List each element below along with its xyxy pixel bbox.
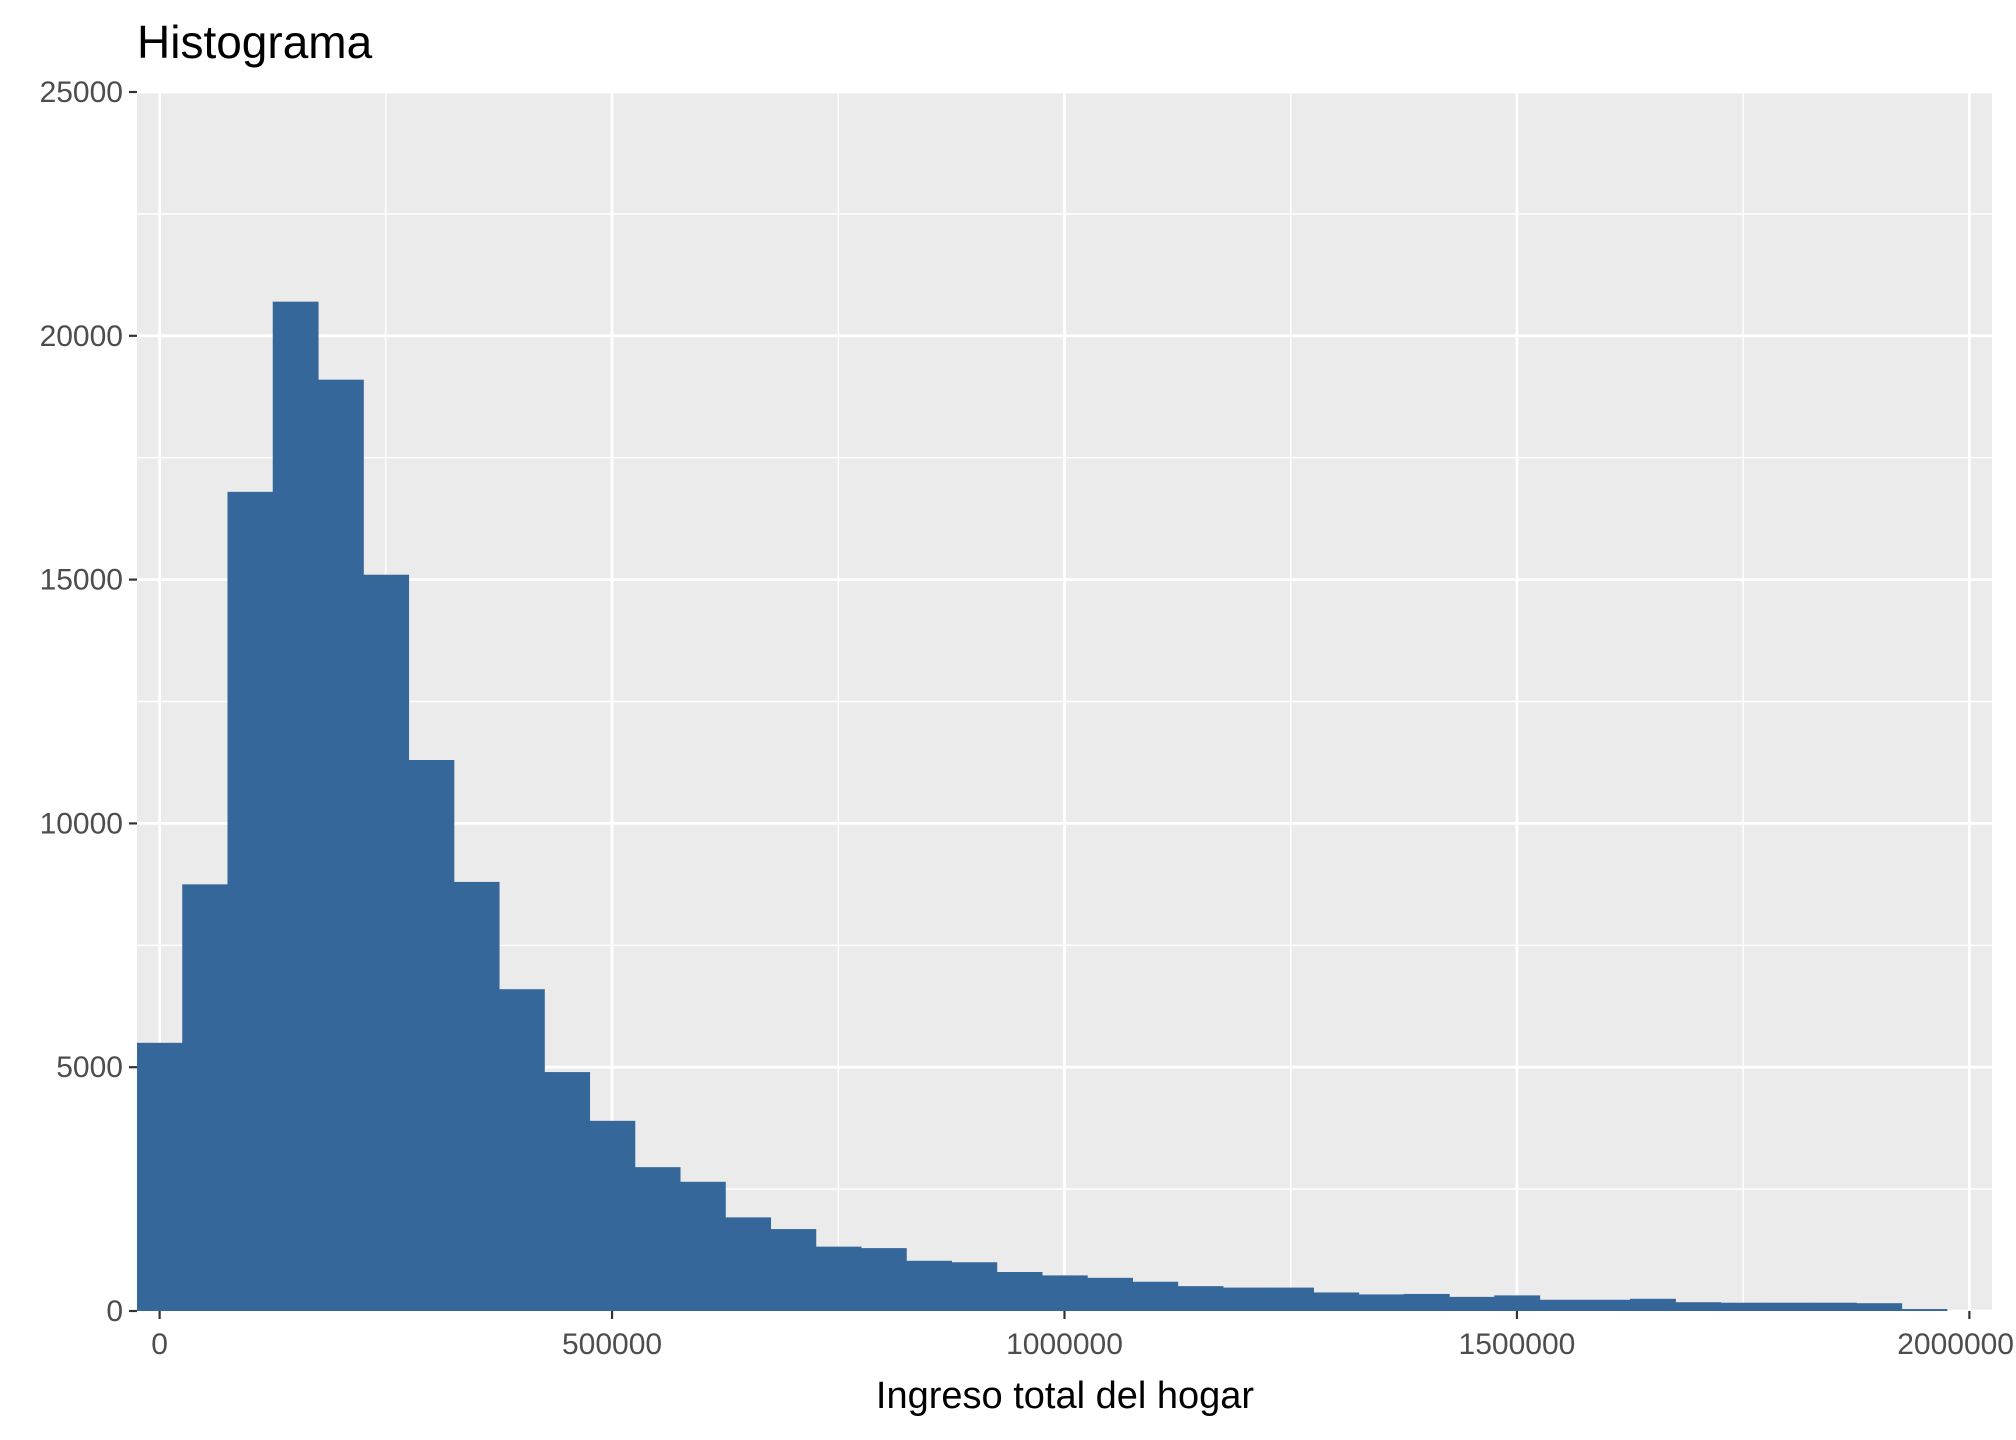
histogram-bar xyxy=(1403,1293,1450,1311)
histogram-bar xyxy=(906,1260,952,1311)
histogram-bar xyxy=(363,574,410,1311)
histogram-bar xyxy=(634,1167,681,1311)
histogram-bar xyxy=(137,1042,183,1311)
histogram-bar xyxy=(770,1229,817,1311)
histogram-bar xyxy=(1901,1309,1948,1311)
histogram-bar xyxy=(860,1248,907,1311)
histogram-bar xyxy=(544,1072,591,1311)
histogram-bar xyxy=(1856,1303,1903,1311)
histogram-bar xyxy=(1132,1281,1179,1311)
histogram-bar xyxy=(182,884,229,1311)
histogram-bar xyxy=(1584,1299,1631,1311)
histogram-bar xyxy=(679,1181,726,1311)
x-axis: 0 500000 1000000 1500000 2000000 xyxy=(151,1311,2014,1361)
histogram-bar xyxy=(1358,1294,1405,1311)
histogram-bar xyxy=(1268,1287,1314,1311)
histogram-bar xyxy=(815,1246,862,1311)
y-tick-label: 25000 xyxy=(40,76,123,109)
histogram-bar xyxy=(725,1217,772,1311)
histogram-bar xyxy=(1494,1295,1541,1311)
histogram-bar xyxy=(227,491,274,1311)
histogram-bar xyxy=(1222,1287,1269,1311)
histogram-bar xyxy=(1087,1277,1133,1311)
histogram-bar xyxy=(1539,1299,1586,1311)
histogram-bar xyxy=(996,1271,1043,1311)
x-axis-title: Ingreso total del hogar xyxy=(876,1375,1254,1417)
y-tick-label: 15000 xyxy=(40,564,123,597)
x-tick-label: 0 xyxy=(151,1328,168,1361)
histogram-bar xyxy=(408,760,455,1311)
histogram-bar xyxy=(1313,1292,1360,1311)
histogram-bar xyxy=(589,1120,636,1311)
y-tick-label: 10000 xyxy=(40,807,123,840)
histogram-bar xyxy=(498,989,545,1311)
histogram-bar xyxy=(1630,1298,1676,1311)
histogram-bar xyxy=(1449,1296,1495,1311)
x-tick-label: 500000 xyxy=(562,1328,662,1361)
histogram-bar xyxy=(1675,1302,1722,1311)
y-axis: 0 5000 10000 15000 20000 25000 xyxy=(40,76,137,1328)
y-tick-label: 20000 xyxy=(40,320,123,353)
x-tick-label: 1500000 xyxy=(1459,1328,1576,1361)
histogram-bar xyxy=(272,301,319,1312)
histogram-bar xyxy=(1811,1302,1857,1311)
chart-title: Histograma xyxy=(137,16,373,68)
histogram-bar xyxy=(1720,1302,1767,1311)
y-tick-label: 5000 xyxy=(56,1051,123,1084)
x-tick-label: 1000000 xyxy=(1006,1328,1123,1361)
histogram-bar xyxy=(317,379,364,1312)
x-tick-label: 2000000 xyxy=(1897,1328,2014,1361)
y-tick-label: 0 xyxy=(106,1295,123,1328)
histogram-bar xyxy=(951,1262,998,1311)
histogram-bar xyxy=(1177,1286,1224,1311)
histogram-bar xyxy=(1041,1275,1088,1311)
histogram-bar xyxy=(453,881,500,1311)
histogram-bars xyxy=(137,301,1948,1312)
histogram-bar xyxy=(1765,1302,1812,1311)
